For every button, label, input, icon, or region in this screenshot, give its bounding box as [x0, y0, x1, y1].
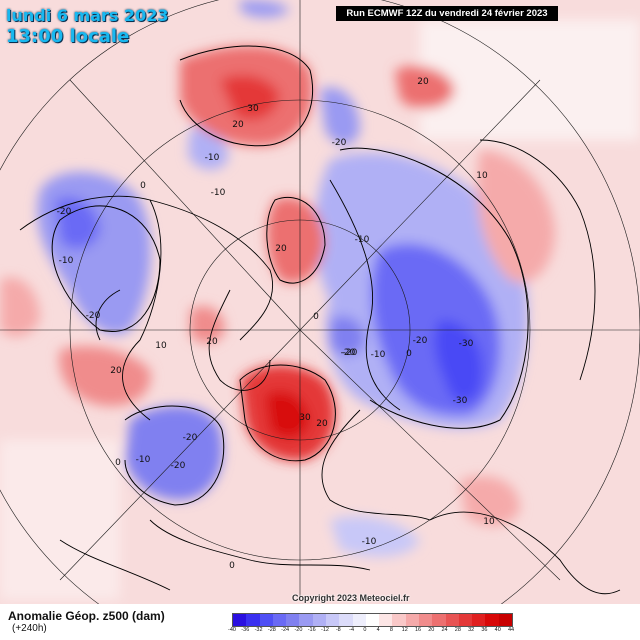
contour-label: -20: [332, 138, 347, 148]
contour-label: -10: [371, 350, 386, 360]
contour-label: -10: [362, 537, 377, 547]
color-scale-swatch: [352, 614, 366, 626]
color-scale-swatch: [418, 614, 433, 626]
color-scale-tick: -28: [267, 627, 276, 633]
contour-labels: -20-10-20-10302020-20-10-10100-20-102001…: [57, 77, 495, 571]
contour-label: -10: [211, 188, 226, 198]
contour-label: -10: [355, 235, 370, 245]
contour-label: -20: [413, 336, 428, 346]
copyright-text: Copyright 2023 Meteociel.fr: [292, 593, 410, 603]
color-scale-swatch: [246, 614, 260, 626]
color-scale-swatch: [259, 614, 273, 626]
color-scale-tick: 44: [507, 627, 515, 633]
color-scale-swatch: [445, 614, 459, 626]
color-scale-swatch: [485, 614, 499, 626]
contour-label: -20: [341, 348, 356, 358]
color-scale-swatch: [233, 614, 247, 626]
color-scale-tick: 24: [441, 627, 448, 633]
contour-label: -30: [453, 396, 468, 406]
color-scale-tick: -8: [335, 627, 341, 633]
contour-label: 20: [206, 337, 218, 347]
color-scale-swatch: [272, 614, 287, 626]
color-scale-tick: 0: [363, 627, 367, 633]
color-scale-tick: 28: [454, 627, 461, 633]
contour-label: 10: [476, 171, 488, 181]
color-scale-swatch: [405, 614, 419, 626]
color-scale-swatch: [458, 614, 473, 626]
contour-label: -20: [343, 348, 358, 358]
color-scale-tick: 32: [468, 627, 475, 633]
color-scale-tick: 40: [494, 627, 501, 633]
contour-label: -20: [57, 207, 72, 217]
color-scale-tick: 36: [481, 627, 488, 633]
color-scale-swatch: [392, 614, 406, 626]
color-scale-swatch: [472, 614, 486, 626]
color-scale-bar: [232, 613, 513, 627]
color-scale-swatch: [365, 614, 380, 626]
contour-label: 0: [313, 312, 319, 322]
color-scale-swatch: [286, 614, 300, 626]
contour-label: 30: [247, 104, 259, 114]
color-scale-tick: -24: [281, 627, 290, 633]
lead-time-label: (+240h): [12, 623, 47, 634]
color-scale-tick: -20: [294, 627, 303, 633]
contour-label: 0: [229, 561, 235, 571]
color-scale-tick: 4: [376, 627, 380, 633]
model-run-label: Run ECMWF 12Z du vendredi 24 février 202…: [336, 6, 558, 21]
contour-label: 30: [299, 413, 311, 423]
contour-label: -10: [205, 153, 220, 163]
color-scale-tick: -32: [254, 627, 263, 633]
color-scale-tick: -40: [228, 627, 236, 633]
color-scale-tick: -12: [321, 627, 329, 633]
color-scale-swatch: [379, 614, 393, 626]
color-scale-tick: 20: [428, 627, 435, 633]
contour-label: 20: [232, 120, 244, 130]
contour-label: -10: [59, 256, 74, 266]
contour-label: -20: [171, 461, 186, 471]
color-scale-swatch: [339, 614, 353, 626]
contour-label: 0: [140, 181, 146, 191]
color-scale-swatch: [325, 614, 340, 626]
contour-label: -10: [136, 455, 151, 465]
forecast-local-time: 13:00 locale: [6, 26, 130, 47]
contour-label: -20: [183, 433, 198, 443]
color-scale-tick: 16: [414, 627, 422, 633]
forecast-date: lundi 6 mars 2023: [6, 6, 169, 25]
contour-label: 0: [115, 458, 121, 468]
color-scale-swatch: [498, 614, 512, 626]
variable-label: Anomalie Géop. z500 (dam): [8, 609, 165, 623]
color-scale-swatch: [432, 614, 446, 626]
contour-label: -20: [86, 311, 101, 321]
color-scale-swatch: [299, 614, 313, 626]
contour-label: 20: [275, 244, 287, 254]
contour-label: 20: [316, 419, 328, 429]
contour-label: 20: [110, 366, 122, 376]
color-scale-tick: -16: [307, 627, 316, 633]
color-scale-tick: 8: [389, 627, 393, 633]
color-scale-ticks: -40 -36 -32 -28 -24 -20 -16 -12 -8 -4 0 4 8 12 16 20 24 2…: [228, 627, 515, 637]
contour-label: -30: [459, 339, 474, 349]
contour-label: 20: [417, 77, 429, 87]
color-scale-tick: -36: [241, 627, 250, 633]
contour-label: 0: [406, 349, 412, 359]
color-scale-swatch: [312, 614, 326, 626]
contour-label: 10: [155, 341, 167, 351]
color-scale-tick: -4: [349, 627, 355, 633]
color-scale-tick: 12: [401, 627, 408, 633]
contour-label: 10: [483, 517, 495, 527]
